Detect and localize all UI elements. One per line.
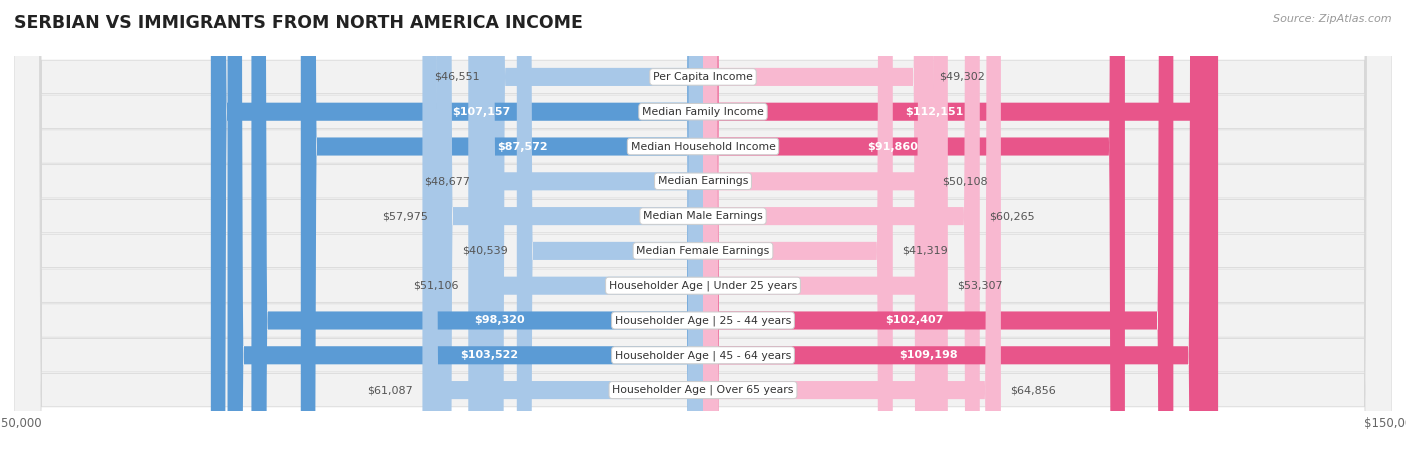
FancyBboxPatch shape [14,0,1392,467]
Text: $53,307: $53,307 [957,281,1002,290]
Text: $87,572: $87,572 [496,142,547,151]
FancyBboxPatch shape [517,0,703,467]
Text: $46,551: $46,551 [434,72,479,82]
Text: $41,319: $41,319 [903,246,948,256]
FancyBboxPatch shape [211,0,703,467]
Text: $109,198: $109,198 [900,350,957,360]
FancyBboxPatch shape [703,0,929,467]
FancyBboxPatch shape [703,0,1125,467]
Text: $98,320: $98,320 [474,316,524,325]
Text: SERBIAN VS IMMIGRANTS FROM NORTH AMERICA INCOME: SERBIAN VS IMMIGRANTS FROM NORTH AMERICA… [14,14,583,32]
FancyBboxPatch shape [301,0,703,467]
FancyBboxPatch shape [703,0,893,467]
FancyBboxPatch shape [489,0,703,467]
FancyBboxPatch shape [14,0,1392,467]
FancyBboxPatch shape [703,0,1001,467]
Text: Householder Age | Under 25 years: Householder Age | Under 25 years [609,281,797,291]
FancyBboxPatch shape [703,0,1174,467]
FancyBboxPatch shape [14,0,1392,467]
Text: $61,087: $61,087 [367,385,413,395]
Text: $49,302: $49,302 [939,72,984,82]
FancyBboxPatch shape [14,0,1392,467]
Text: $60,265: $60,265 [988,211,1035,221]
Text: $50,108: $50,108 [942,177,988,186]
FancyBboxPatch shape [703,0,980,467]
Text: $112,151: $112,151 [905,107,965,117]
FancyBboxPatch shape [14,0,1392,467]
Text: Median Female Earnings: Median Female Earnings [637,246,769,256]
FancyBboxPatch shape [14,0,1392,467]
FancyBboxPatch shape [703,0,1218,467]
FancyBboxPatch shape [422,0,703,467]
FancyBboxPatch shape [703,0,1205,467]
Text: $57,975: $57,975 [381,211,427,221]
FancyBboxPatch shape [437,0,703,467]
Text: Householder Age | Over 65 years: Householder Age | Over 65 years [612,385,794,396]
FancyBboxPatch shape [14,0,1392,467]
Text: Householder Age | 25 - 44 years: Householder Age | 25 - 44 years [614,315,792,326]
Text: $91,860: $91,860 [868,142,918,151]
FancyBboxPatch shape [703,0,948,467]
Text: $51,106: $51,106 [413,281,460,290]
Text: $103,522: $103,522 [460,350,517,360]
FancyBboxPatch shape [468,0,703,467]
FancyBboxPatch shape [14,0,1392,467]
FancyBboxPatch shape [14,0,1392,467]
FancyBboxPatch shape [252,0,703,467]
FancyBboxPatch shape [228,0,703,467]
Text: Per Capita Income: Per Capita Income [652,72,754,82]
Text: Median Household Income: Median Household Income [630,142,776,151]
Text: Median Family Income: Median Family Income [643,107,763,117]
Text: $64,856: $64,856 [1010,385,1056,395]
FancyBboxPatch shape [703,0,934,467]
Text: Median Male Earnings: Median Male Earnings [643,211,763,221]
Text: Source: ZipAtlas.com: Source: ZipAtlas.com [1274,14,1392,24]
FancyBboxPatch shape [14,0,1392,467]
Text: $102,407: $102,407 [886,316,943,325]
Text: $40,539: $40,539 [463,246,508,256]
Text: $48,677: $48,677 [425,177,470,186]
Text: $107,157: $107,157 [453,107,510,117]
FancyBboxPatch shape [479,0,703,467]
Text: Median Earnings: Median Earnings [658,177,748,186]
Text: Householder Age | 45 - 64 years: Householder Age | 45 - 64 years [614,350,792,361]
